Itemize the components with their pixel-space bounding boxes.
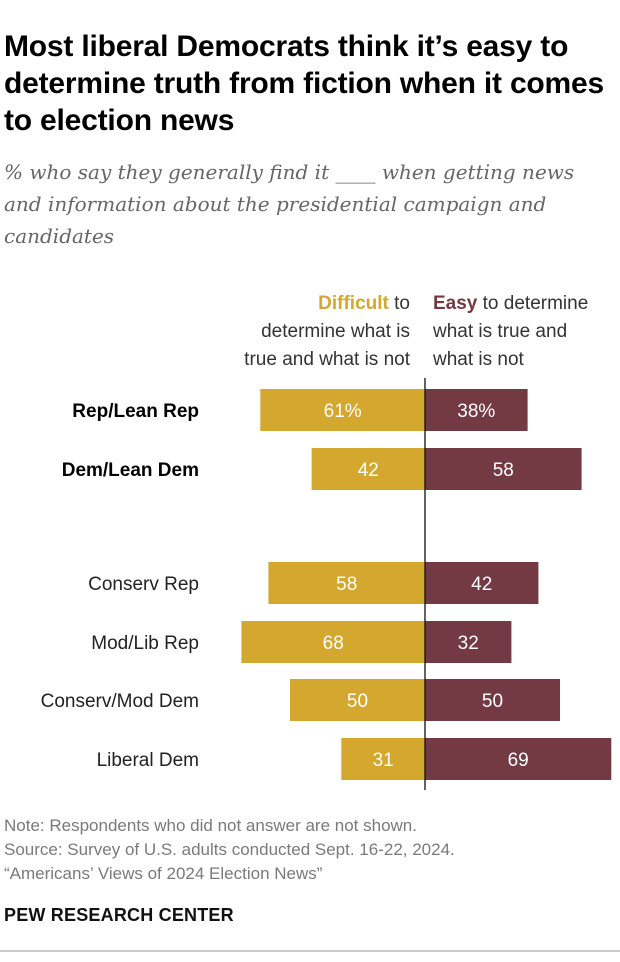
category-label-liberal-dem: Liberal Dem: [97, 750, 199, 771]
value-difficult-conserv-mod-dem: 50: [347, 691, 368, 712]
legend-easy-line-3: what is not: [432, 349, 525, 370]
pew-logo-text: PEW RESEARCH CENTER: [4, 905, 234, 925]
value-difficult-mod-lib-rep: 68: [323, 633, 344, 654]
legend-easy-line-1: Easy to determine: [433, 293, 588, 314]
bar-easy-dem-lean-dem: [425, 448, 582, 490]
chart-title: Most liberal Democrats think it’s easy t…: [4, 30, 604, 137]
bar-easy-conserv-rep: [425, 562, 539, 604]
value-difficult-dem-lean-dem: 42: [358, 460, 379, 481]
value-easy-dem-lean-dem: 58: [493, 460, 514, 481]
category-label-conserv-mod-dem: Conserv/Mod Dem: [41, 691, 199, 712]
bar-difficult-conserv-mod-dem: [290, 679, 425, 721]
bar-easy-mod-lib-rep: [425, 621, 512, 663]
value-easy-mod-lib-rep: 32: [458, 633, 479, 654]
bar-difficult-dem-lean-dem: [311, 448, 425, 490]
bar-difficult-rep-lean-rep: [260, 389, 425, 431]
legend-difficult-line-1: Difficult to: [318, 293, 410, 314]
bar-easy-liberal-dem: [425, 738, 612, 780]
bar-difficult-mod-lib-rep: [241, 621, 425, 663]
bar-difficult-liberal-dem: [341, 738, 425, 780]
report-title: “Americans’ Views of 2024 Election News”: [4, 864, 323, 883]
bar-easy-conserv-mod-dem: [425, 679, 560, 721]
value-difficult-conserv-rep: 58: [336, 574, 357, 595]
value-easy-conserv-rep: 42: [471, 574, 492, 595]
bar-difficult-conserv-rep: [268, 562, 425, 604]
category-label-mod-lib-rep: Mod/Lib Rep: [91, 633, 199, 654]
legend-difficult-line-3: true and what is not: [244, 349, 411, 370]
category-label-dem-lean-dem: Dem/Lean Dem: [62, 460, 199, 481]
value-difficult-rep-lean-rep: 61%: [324, 401, 362, 422]
bottom-divider: [0, 950, 620, 952]
bar-easy-rep-lean-rep: [425, 389, 528, 431]
category-label-rep-lean-rep: Rep/Lean Rep: [72, 401, 199, 422]
category-label-conserv-rep: Conserv Rep: [88, 574, 199, 595]
chart-notes: Note: Respondents who did not answer are…: [4, 814, 616, 886]
chart-subtitle: % who say they generally find it ____ wh…: [4, 160, 575, 248]
legend-difficult-line-2: determine what is: [261, 321, 410, 342]
legend-easy-line-2: what is true and: [432, 321, 567, 342]
note-text: Note: Respondents who did not answer are…: [4, 816, 417, 835]
diverging-bar-chart: Difficult to determine what is true and wh…: [41, 293, 612, 790]
value-easy-rep-lean-rep: 38%: [457, 401, 495, 422]
value-easy-conserv-mod-dem: 50: [482, 691, 503, 712]
value-difficult-liberal-dem: 31: [373, 750, 394, 771]
source-text: Source: Survey of U.S. adults conducted …: [4, 840, 455, 859]
value-easy-liberal-dem: 69: [508, 750, 529, 771]
